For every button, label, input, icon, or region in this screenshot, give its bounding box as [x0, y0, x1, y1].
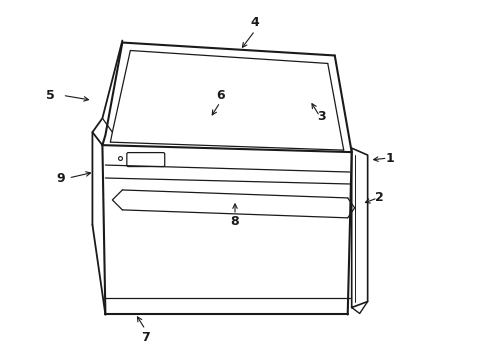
Text: 5: 5	[46, 89, 55, 102]
Text: 7: 7	[141, 331, 149, 344]
Text: 4: 4	[250, 16, 259, 29]
Text: 9: 9	[56, 171, 65, 185]
Text: 2: 2	[375, 192, 384, 204]
FancyBboxPatch shape	[127, 153, 165, 167]
Text: 6: 6	[216, 89, 224, 102]
Text: 3: 3	[318, 110, 326, 123]
Text: 8: 8	[231, 215, 239, 228]
Text: 1: 1	[385, 152, 394, 165]
